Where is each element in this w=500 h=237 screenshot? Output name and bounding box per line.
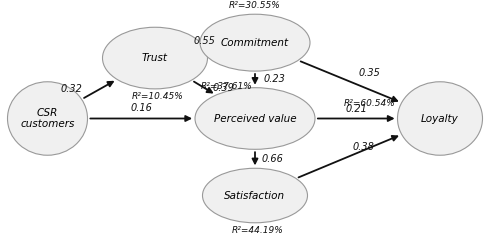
Ellipse shape xyxy=(398,82,482,155)
Text: Satisfaction: Satisfaction xyxy=(224,191,286,201)
Ellipse shape xyxy=(202,168,308,223)
Text: R²=10.45%: R²=10.45% xyxy=(132,92,184,101)
Text: Perceived value: Perceived value xyxy=(214,114,296,123)
Text: 0.38: 0.38 xyxy=(353,141,375,151)
Text: 0.21: 0.21 xyxy=(346,104,367,114)
Text: R²=60.54%: R²=60.54% xyxy=(343,99,395,108)
Text: 0.23: 0.23 xyxy=(263,74,285,84)
Text: 0.16: 0.16 xyxy=(130,103,152,113)
Text: Commitment: Commitment xyxy=(221,38,289,48)
Text: Trust: Trust xyxy=(142,53,168,63)
Text: R²=44.19%: R²=44.19% xyxy=(232,226,283,235)
Text: 0.39: 0.39 xyxy=(213,83,235,93)
Text: Loyalty: Loyalty xyxy=(421,114,459,123)
Ellipse shape xyxy=(200,14,310,71)
Text: 0.32: 0.32 xyxy=(61,84,83,94)
Text: 0.66: 0.66 xyxy=(262,154,283,164)
Text: 0.55: 0.55 xyxy=(193,36,215,46)
Text: CSR
customers: CSR customers xyxy=(20,108,74,129)
Text: R²=30.55%: R²=30.55% xyxy=(229,1,281,10)
Text: 0.35: 0.35 xyxy=(359,68,381,77)
Text: R²=37.61%: R²=37.61% xyxy=(201,82,252,91)
Ellipse shape xyxy=(195,88,315,149)
Ellipse shape xyxy=(8,82,87,155)
Ellipse shape xyxy=(102,27,208,89)
